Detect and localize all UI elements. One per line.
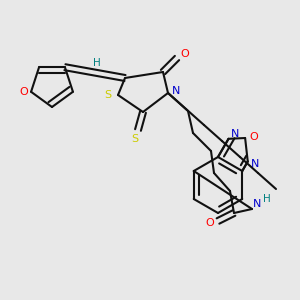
- Text: O: O: [20, 87, 28, 97]
- Text: N: N: [250, 160, 259, 170]
- Text: O: O: [206, 218, 214, 228]
- Text: O: O: [250, 132, 259, 142]
- Text: N: N: [231, 129, 240, 139]
- Text: N: N: [253, 199, 261, 209]
- Text: H: H: [93, 58, 101, 68]
- Text: N: N: [172, 86, 180, 96]
- Text: S: S: [131, 134, 139, 144]
- Text: H: H: [263, 194, 271, 204]
- Text: O: O: [181, 49, 189, 59]
- Text: S: S: [104, 90, 112, 100]
